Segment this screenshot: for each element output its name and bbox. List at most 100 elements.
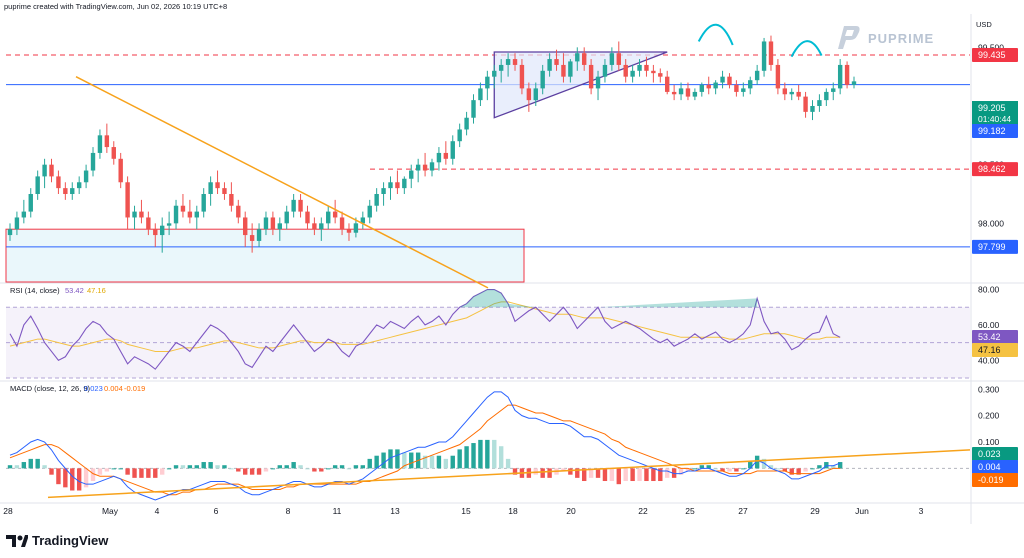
macd-histogram-bar [568,468,573,475]
macd-histogram-bar [49,468,54,475]
macd-histogram-bar [651,468,656,482]
resistance-price-label-text: 99.435 [978,50,1006,60]
candle-body [457,129,462,142]
candle-body [478,88,483,101]
macd-histogram-bar [353,465,359,469]
rsi-value-label-text: 53.42 [978,332,1001,342]
bar-countdown: 01:40:44 [978,114,1011,124]
candle-body [90,152,96,171]
candle-body [810,106,815,112]
candle-body [575,53,580,62]
rsi-legend-value: 53.42 [65,286,84,295]
candle-body [256,229,262,241]
candle-body [332,211,338,218]
signal-value-label-text: 0.004 [978,462,1001,472]
macd-histogram-bar [409,452,414,469]
macd-histogram-bar [602,468,608,482]
rsi-tick: 40.00 [978,355,1000,365]
macd-histogram-bar [70,468,75,491]
candle-body [312,223,317,230]
candle-body [305,211,310,224]
macd-histogram-bar [125,468,130,475]
macd-histogram-bar [727,468,732,472]
candle-body [789,91,794,95]
chart-area[interactable]: USD99.50098.50098.00099.43599.20501:40:4… [0,0,1024,524]
rsi-ma-line [9,301,841,352]
x-axis-label: Jun [855,506,869,516]
candle-body [651,70,656,74]
macd-histogram-bar [111,468,116,470]
candle-body [35,176,40,194]
candle-body [727,76,732,85]
macd-histogram-bar [263,468,269,472]
candle-body [374,194,379,206]
macd-histogram-bar [512,468,518,475]
macd-histogram-bar [623,468,628,482]
signal-legend-value: 0.004 [104,384,123,393]
candle-body [353,223,359,233]
macd-histogram-bar [201,462,206,469]
candle-body [49,164,54,177]
candle-body [381,188,386,194]
macd-histogram-bar [754,455,760,469]
macd-histogram-bar [831,465,836,469]
macd-histogram-bar [256,468,262,475]
macd-histogram-bar [824,462,829,469]
candle-body [526,88,532,101]
watermark-text: PUPRIME [868,31,935,46]
macd-histogram-bar [305,468,310,470]
macd-histogram-bar [180,465,186,469]
x-axis-label: 6 [214,506,219,516]
candle-body [734,84,739,92]
footer-brand: TradingView [32,533,109,548]
candle-body [512,59,518,65]
macd-legend-value: 0.023 [84,384,103,393]
macd-histogram-bar [658,468,663,482]
candle-body [187,211,193,218]
candle-body [492,70,497,77]
candle-body [409,170,414,179]
candle-body [97,135,103,153]
rsi-ma-value-label-bg [972,343,1018,357]
resistance-price-label: 99.435 [972,47,1018,62]
candle-body [609,53,615,65]
footer: TradingView [0,524,1024,558]
candle-body [485,76,490,89]
macd-histogram-bar [561,468,566,472]
x-axis-label: 4 [155,506,160,516]
candle-body [844,64,850,85]
candle-body [76,182,82,189]
candle-body [284,211,289,224]
candle-body [70,188,75,194]
x-axis-label: 27 [738,506,748,516]
candle-body [132,211,137,218]
macd-histogram-bar [616,468,621,485]
hist-value-label-text: -0.019 [978,475,1004,485]
macd-histogram-bar [782,468,788,472]
zone-price-label-text: 97.799 [978,242,1006,252]
candle-body [42,164,47,177]
macd-histogram-bar [706,465,711,469]
candle-body [519,64,525,89]
candle-body [671,91,677,95]
macd-histogram-bar [159,468,165,475]
candle-body [782,88,788,95]
candle-body [194,211,199,218]
macd-histogram-bar [575,468,580,478]
candle-body [748,80,753,89]
signal-value-label-bg [972,460,1018,474]
macd-histogram-bar [339,465,345,469]
macd-histogram-bar [132,468,137,478]
candle-body [236,205,241,218]
candle-body [159,225,165,236]
demand-zone [5,228,525,283]
macd-histogram-bar [236,468,241,472]
x-axis-label: 15 [461,506,471,516]
candle-body [395,182,400,189]
candle-body [166,223,172,226]
support-red-price-label-text: 98.462 [978,164,1006,174]
candle-body [63,188,68,194]
candle-body [665,76,670,92]
candle-body [761,41,767,71]
candle-body [658,73,663,77]
